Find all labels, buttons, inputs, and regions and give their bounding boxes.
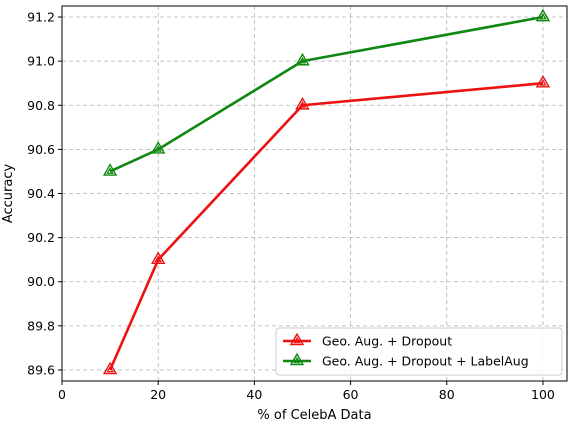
- data-point-marker: [535, 8, 551, 22]
- data-point-marker: [535, 74, 551, 88]
- series-2: [102, 8, 551, 176]
- data-point-marker: [102, 361, 118, 375]
- legend-entry: Geo. Aug. + Dropout + LabelAug: [283, 352, 529, 369]
- legend: Geo. Aug. + Dropout Geo. Aug. + Dropout +…: [275, 327, 563, 376]
- legend-marker: [289, 332, 305, 346]
- legend-entry: Geo. Aug. + Dropout: [283, 332, 452, 349]
- y-tick-label: 90.2: [27, 230, 55, 245]
- y-tick-label: 91.0: [27, 54, 55, 69]
- y-axis-label: Accuracy: [1, 164, 16, 224]
- data-point-marker: [150, 251, 166, 264]
- data-point-marker: [295, 96, 310, 110]
- y-tick-label: 90.8: [27, 98, 55, 113]
- x-tick-label: 80: [439, 387, 455, 402]
- data-point-marker: [150, 141, 166, 154]
- y-tick-label: 90.4: [27, 186, 55, 201]
- axis-ticks: 0 20 40 60 80 100 89.6 89.8 90.0 90.2 90.4 90.6 90.8…: [27, 10, 555, 402]
- data-point-marker: [295, 52, 310, 66]
- y-tick-label: 90.0: [27, 274, 55, 289]
- x-tick-label: 20: [150, 387, 166, 402]
- x-axis-label: % of CelebA Data: [257, 408, 371, 423]
- grid: [61, 6, 567, 381]
- x-tick-label: 0: [58, 387, 66, 402]
- y-tick-label: 91.2: [27, 10, 55, 25]
- legend-label: Geo. Aug. + Dropout: [322, 334, 452, 349]
- series-group: [102, 8, 551, 375]
- series-1: [102, 74, 551, 375]
- legend-box: [275, 327, 563, 376]
- legend-marker: [289, 352, 305, 366]
- series-line: [108, 81, 544, 371]
- y-tick-label: 90.6: [27, 142, 55, 157]
- series-line: [109, 15, 544, 173]
- y-tick-label: 89.6: [27, 362, 55, 377]
- x-tick-label: 100: [531, 387, 555, 402]
- x-tick-label: 60: [343, 387, 359, 402]
- data-point-marker: [102, 163, 118, 176]
- y-tick-label: 89.8: [27, 318, 55, 333]
- x-tick-label: 40: [246, 387, 262, 402]
- legend-label: Geo. Aug. + Dropout + LabelAug: [322, 354, 529, 369]
